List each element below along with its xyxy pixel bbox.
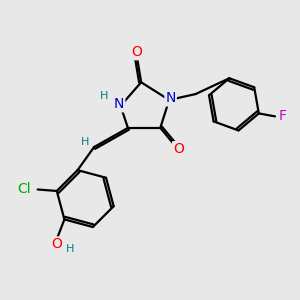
Text: Cl: Cl bbox=[18, 182, 31, 197]
Text: O: O bbox=[173, 142, 184, 156]
Text: F: F bbox=[278, 110, 286, 123]
Text: O: O bbox=[131, 45, 142, 59]
Text: N: N bbox=[165, 92, 176, 106]
Text: H: H bbox=[100, 91, 109, 100]
Text: H: H bbox=[65, 244, 74, 254]
Text: O: O bbox=[52, 237, 62, 251]
Text: H: H bbox=[80, 137, 89, 147]
Text: N: N bbox=[114, 98, 124, 111]
